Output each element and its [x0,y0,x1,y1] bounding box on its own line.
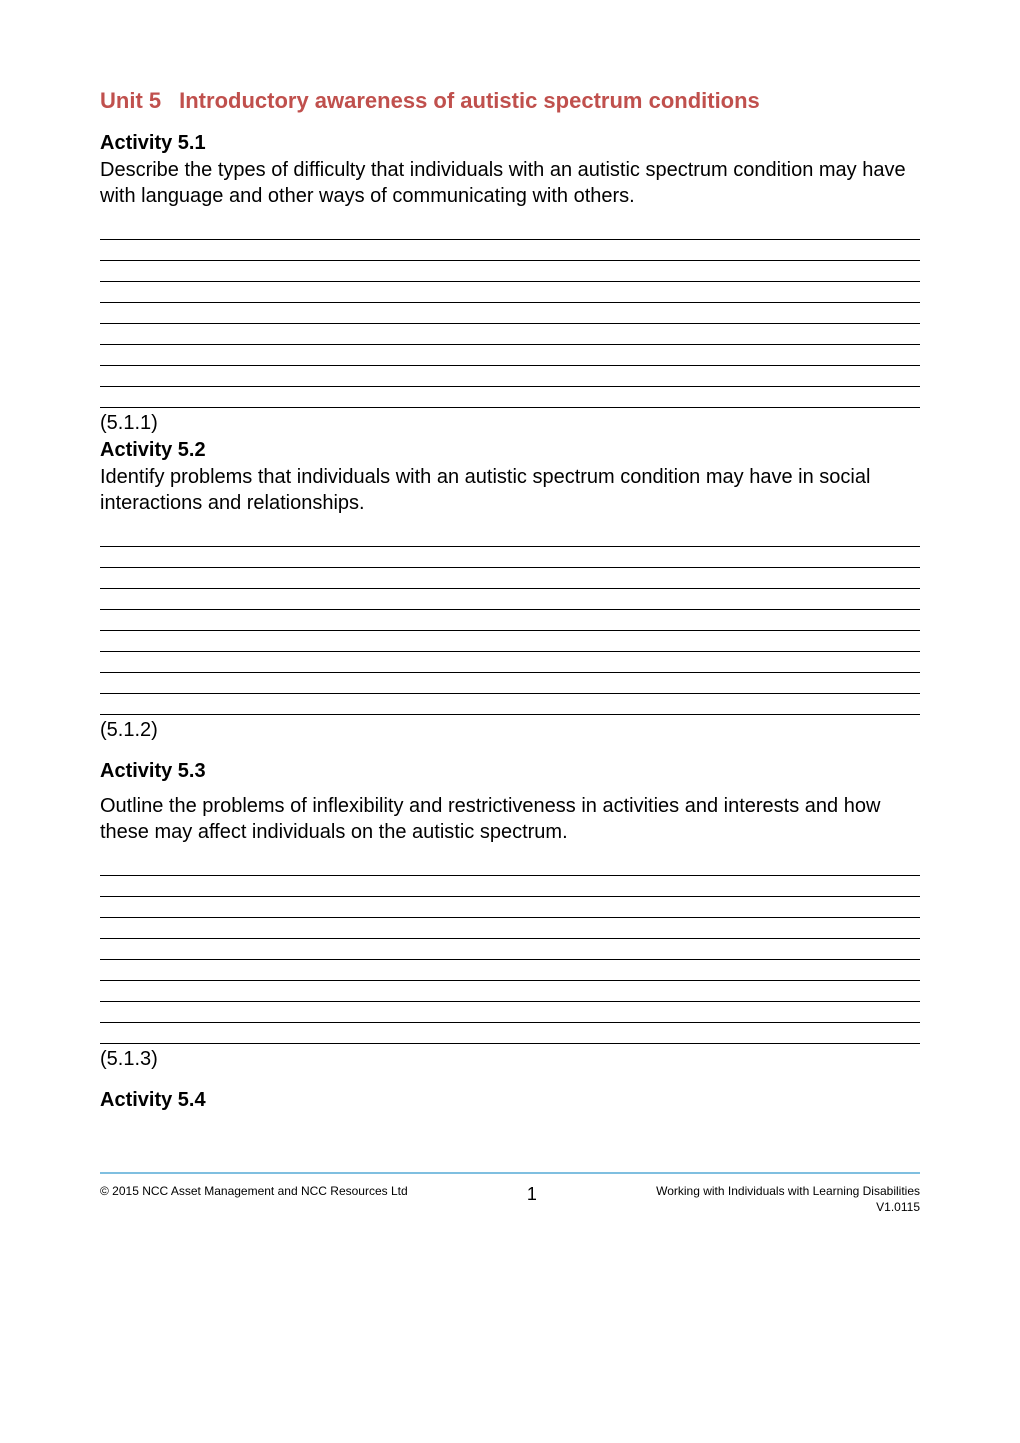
activity-prompt: Describe the types of difficulty that in… [100,157,920,209]
answer-line[interactable] [100,939,920,960]
footer: © 2015 NCC Asset Management and NCC Reso… [100,1184,920,1214]
footer-copyright: © 2015 NCC Asset Management and NCC Reso… [100,1184,408,1198]
activity-reference: (5.1.3) [100,1048,920,1071]
answer-line[interactable] [100,918,920,939]
unit-title-text: Introductory awareness of autistic spect… [179,88,760,113]
footer-rule [100,1172,920,1174]
answer-line[interactable] [100,282,920,303]
answer-lines [100,239,920,408]
page-number: 1 [527,1184,537,1205]
answer-line[interactable] [100,261,920,282]
answer-line[interactable] [100,631,920,652]
activity-reference: (5.1.2) [100,719,920,742]
activity-heading: Activity 5.2 [100,439,920,462]
answer-line[interactable] [100,876,920,897]
answer-line[interactable] [100,324,920,345]
page: Unit 5 Introductory awareness of autistic… [0,0,1020,1443]
answer-line[interactable] [100,589,920,610]
answer-lines [100,875,920,1044]
answer-line[interactable] [100,897,920,918]
answer-line[interactable] [100,673,920,694]
answer-line[interactable] [100,568,920,589]
answer-lines [100,546,920,715]
answer-line[interactable] [100,694,920,715]
unit-title-row: Unit 5 Introductory awareness of autistic… [100,88,920,114]
footer-doc-title: Working with Individuals with Learning D… [656,1184,920,1198]
answer-line[interactable] [100,547,920,568]
answer-line[interactable] [100,240,920,261]
unit-label: Unit 5 [100,88,161,113]
answer-line[interactable] [100,652,920,673]
activity-heading: Activity 5.1 [100,132,920,155]
answer-line[interactable] [100,960,920,981]
answer-line[interactable] [100,366,920,387]
activity-heading: Activity 5.4 [100,1089,920,1112]
answer-line[interactable] [100,303,920,324]
answer-line[interactable] [100,387,920,408]
answer-line[interactable] [100,1002,920,1023]
activity-prompt: Outline the problems of inflexibility an… [100,793,920,845]
answer-line[interactable] [100,981,920,1002]
answer-line[interactable] [100,1023,920,1044]
footer-version: V1.0115 [656,1200,920,1214]
answer-line[interactable] [100,345,920,366]
activity-reference: (5.1.1) [100,412,920,435]
answer-line[interactable] [100,610,920,631]
activity-heading: Activity 5.3 [100,760,920,783]
activity-prompt: Identify problems that individuals with … [100,464,920,516]
